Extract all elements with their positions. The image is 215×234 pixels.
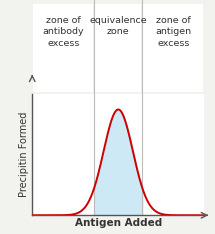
X-axis label: Antigen Added: Antigen Added — [75, 218, 162, 228]
Text: zone of
antibody
excess: zone of antibody excess — [42, 16, 84, 48]
Text: equivalence
zone: equivalence zone — [89, 16, 147, 37]
Text: zone of
antigen
excess: zone of antigen excess — [155, 16, 191, 48]
Y-axis label: Precipitin Formed: Precipitin Formed — [20, 112, 29, 197]
